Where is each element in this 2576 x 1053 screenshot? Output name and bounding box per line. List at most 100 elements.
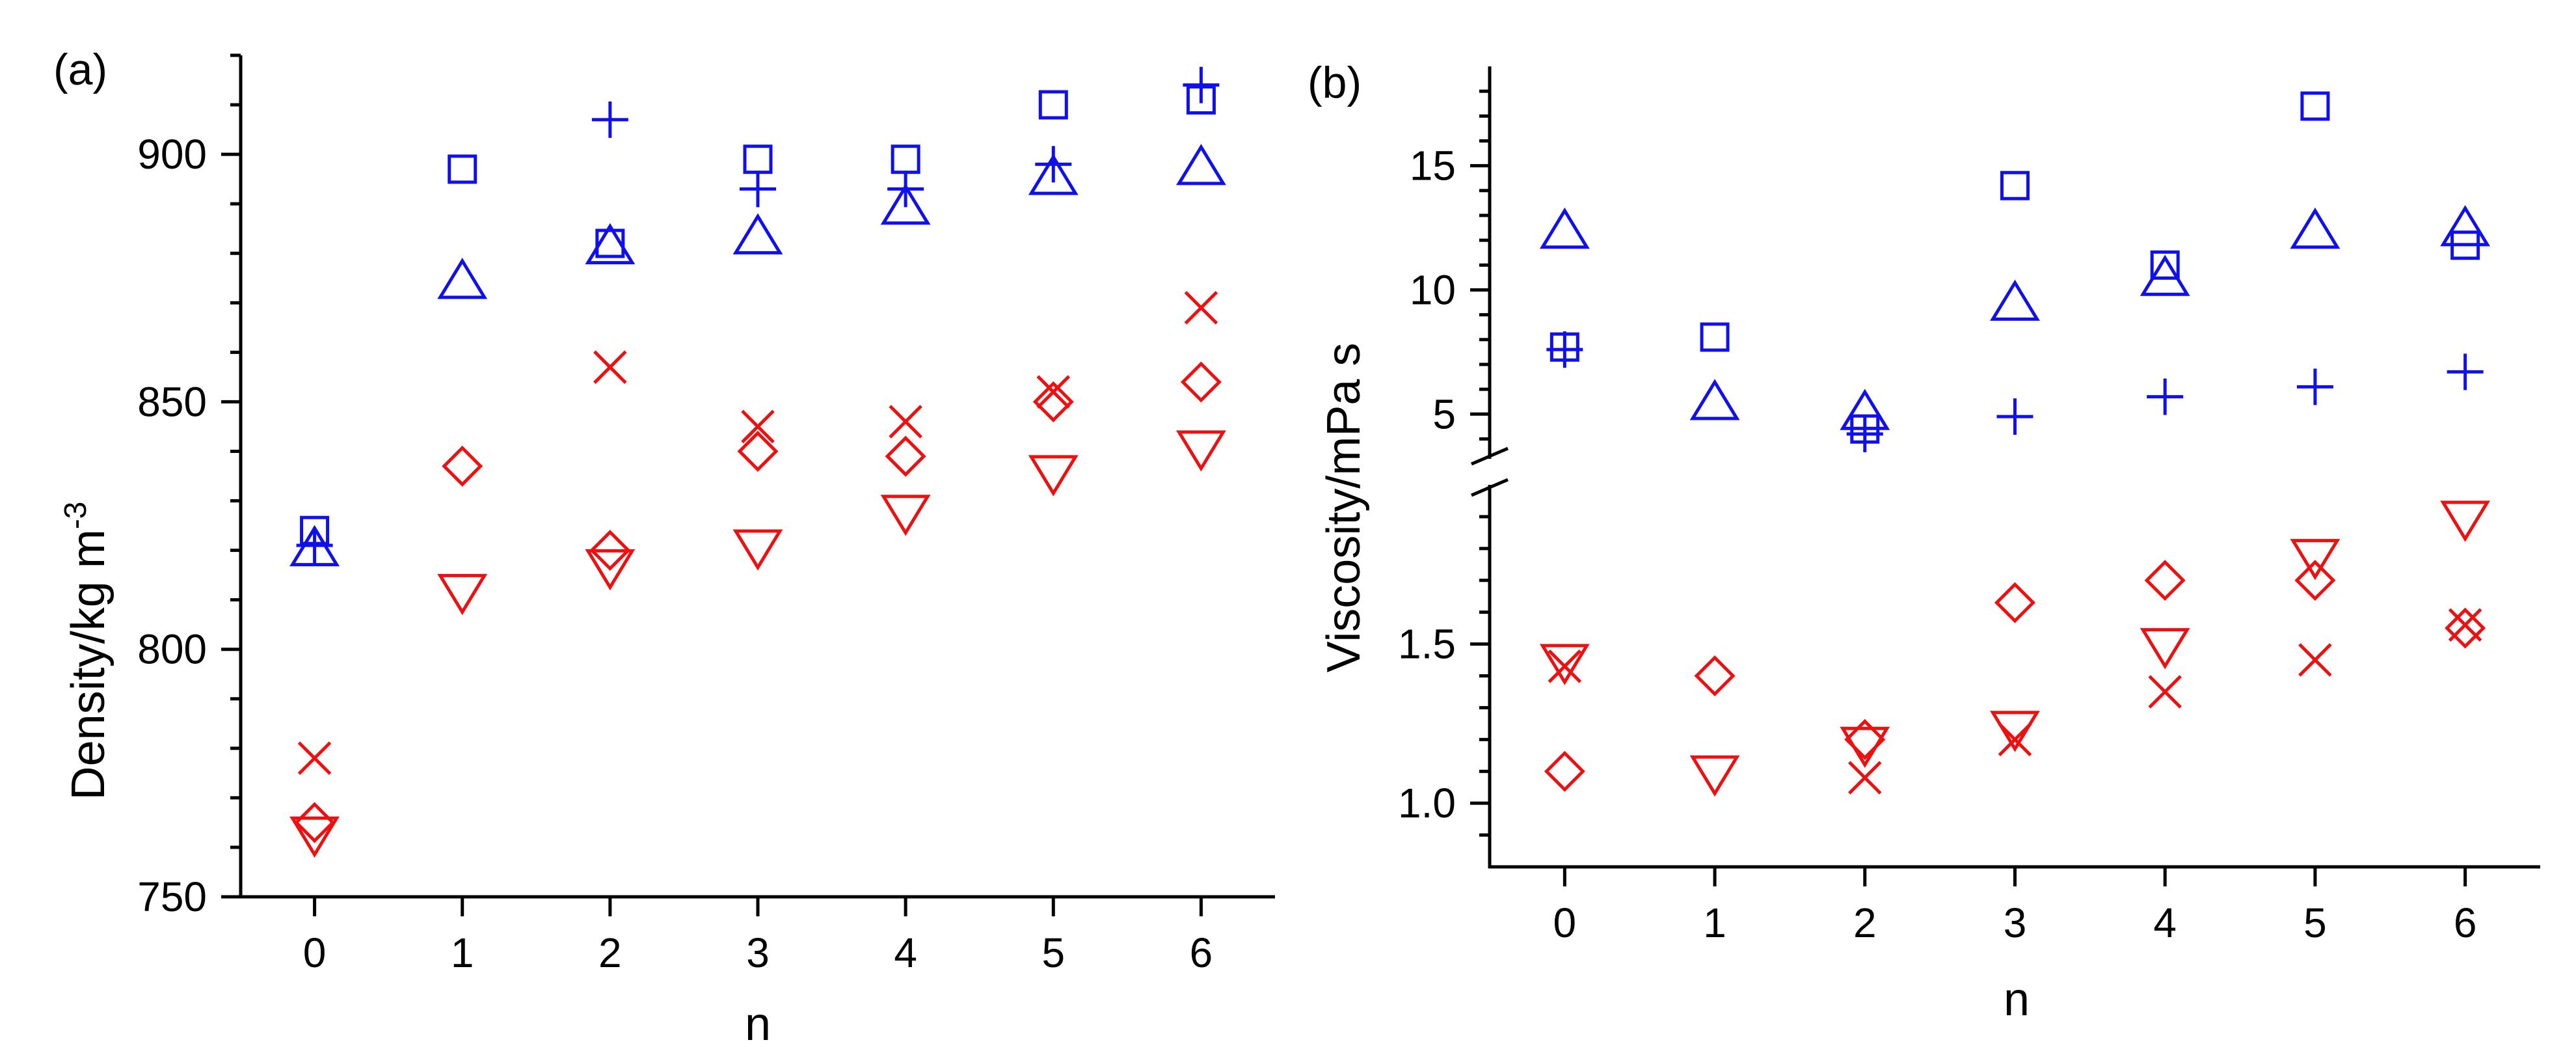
panel-b-x-tick-label: 5 xyxy=(2303,899,2327,946)
panel-b-y-tick-label: 15 xyxy=(1410,143,1456,189)
panel-a-x-tick-label: 6 xyxy=(1190,929,1213,976)
panel-b-point-blue-triangle-up xyxy=(2140,254,2190,296)
panel-a-x-tick-label: 4 xyxy=(894,929,917,976)
panel-a-point-red-triangle-down xyxy=(1175,430,1226,472)
panel-a-point-red-cross xyxy=(889,405,922,439)
panel-a-point-red-triangle-down xyxy=(437,573,488,616)
panel-a-point-red-triangle-down xyxy=(1028,455,1079,497)
panel-b-y-tick-label: 1.5 xyxy=(1398,621,1456,668)
panel-b-points xyxy=(1539,91,2491,797)
panel-b-x-axis-label: n xyxy=(2004,974,2030,1026)
panel-a-point-blue-triangle-up xyxy=(585,223,636,265)
panel-a-x-axis-label: n xyxy=(745,998,771,1050)
panel-b-point-red-diamond xyxy=(2445,607,2486,649)
panel-a-label: (a) xyxy=(53,45,107,94)
panel-b-point-red-diamond xyxy=(1544,750,1585,792)
panel-a-density: (a) 0 1 2 3 4 5 6 750 800 850 900 n Density/kg m-3 xyxy=(53,45,1275,1050)
panel-b-point-blue-plus xyxy=(1546,331,1583,368)
panel-b-viscosity: (b) 0 1 2 3 4 5 6 5 10 15 1.0 1.5 n Viscosity/mPa s xyxy=(1308,58,2540,1026)
panel-b-point-red-triangle-down xyxy=(2140,628,2190,670)
panel-a-point-blue-square xyxy=(743,144,773,174)
panel-b-point-blue-square xyxy=(2000,171,2030,200)
panel-a-y-axis-label: Density/kg m-3 xyxy=(59,502,114,800)
panel-a-point-blue-triangle-up xyxy=(1028,154,1079,195)
panel-b-label: (b) xyxy=(1308,58,1362,107)
panel-a-point-blue-square xyxy=(891,144,920,174)
panel-b-point-red-cross xyxy=(1848,761,1882,795)
panel-a-y-tick-label: 850 xyxy=(137,378,207,425)
panel-a-point-blue-triangle-up xyxy=(880,183,931,225)
panel-a-point-blue-plus xyxy=(591,101,628,138)
panel-a-x-tick-label: 3 xyxy=(746,929,770,976)
panel-b-point-blue-plus xyxy=(2447,353,2484,390)
panel-b-point-red-cross xyxy=(1548,650,1582,683)
panel-a-point-blue-square xyxy=(448,154,477,184)
panel-b-x-tick-label: 3 xyxy=(2004,899,2027,946)
panel-b-point-red-triangle-down xyxy=(1840,726,1890,769)
panel-b-point-blue-square xyxy=(2300,91,2330,121)
panel-a-point-red-triangle-down xyxy=(732,529,783,571)
panel-a-point-red-diamond xyxy=(737,430,779,472)
panel-b-point-blue-triangle-up xyxy=(1539,207,1590,249)
panel-a-point-red-diamond xyxy=(1180,361,1222,403)
panel-b-point-red-triangle-down xyxy=(1990,711,2040,752)
panel-b-y-tick-label: 1.0 xyxy=(1398,780,1456,827)
panel-a-point-blue-triangle-up xyxy=(289,525,340,567)
panel-b-point-blue-plus xyxy=(2296,368,2333,405)
panel-b-x-tick-label: 1 xyxy=(1703,899,1726,946)
panel-b-x-tick-label: 2 xyxy=(1853,899,1877,946)
panel-b-point-blue-plus xyxy=(1996,398,2033,435)
panel-b-y-axis-label: Viscosity/mPa s xyxy=(1318,343,1370,673)
panel-a-x-tick-label: 1 xyxy=(451,929,474,976)
panel-b-point-red-triangle-down xyxy=(1539,644,1590,685)
panel-a-point-blue-plus xyxy=(1035,146,1072,183)
panel-a-point-red-diamond xyxy=(885,435,926,477)
panel-a-point-red-cross xyxy=(741,409,775,444)
panel-a-point-red-triangle-down xyxy=(880,495,931,536)
panel-a-y-axis-label-sup: -3 xyxy=(59,502,93,530)
panel-a-point-red-diamond xyxy=(294,802,336,843)
panel-b-point-blue-plus xyxy=(2147,378,2184,415)
panel-a-x-tick-label: 0 xyxy=(303,929,327,976)
panel-a-point-red-triangle-down xyxy=(585,549,636,591)
panel-a-point-blue-square xyxy=(1038,90,1068,120)
panel-a-point-red-triangle-down xyxy=(289,816,340,858)
panel-a-point-blue-triangle-up xyxy=(1175,144,1226,185)
panel-a-point-blue-square xyxy=(595,228,625,258)
panel-a-y-tick-label: 800 xyxy=(137,626,207,673)
panel-b-y-tick-label: 10 xyxy=(1410,266,1456,313)
panel-b-x-tick-label: 0 xyxy=(1553,899,1577,946)
panel-a-points xyxy=(289,66,1226,858)
panel-a-point-red-diamond xyxy=(442,445,483,487)
panel-b-point-red-diamond xyxy=(1994,582,2036,623)
panel-a-y-tick-label: 900 xyxy=(137,131,207,178)
panel-b-point-blue-triangle-up xyxy=(1840,389,1890,430)
panel-a-point-red-cross xyxy=(297,741,332,775)
panel-a-point-red-cross xyxy=(593,350,627,384)
panel-b-point-red-triangle-down xyxy=(1689,755,1740,797)
panel-b-point-red-diamond xyxy=(1844,718,1886,760)
panel-b-point-red-cross xyxy=(2298,643,2332,677)
panel-a-point-blue-plus xyxy=(740,171,776,208)
panel-b-point-blue-triangle-up xyxy=(2290,207,2341,249)
panel-a-point-red-diamond xyxy=(589,530,631,571)
panel-b-point-blue-square xyxy=(2150,250,2180,280)
panel-b-point-blue-square xyxy=(1700,322,1730,352)
panel-a-x-tick-label: 2 xyxy=(598,929,622,976)
panel-b-point-red-diamond xyxy=(1694,655,1736,697)
panel-a-point-blue-triangle-up xyxy=(732,213,783,254)
panel-b-point-red-diamond xyxy=(2144,560,2186,601)
panel-b-point-blue-triangle-up xyxy=(1990,279,2040,321)
panel-b-point-blue-plus xyxy=(1846,415,1883,452)
panel-b-point-red-triangle-down xyxy=(2440,500,2491,542)
panel-b-point-blue-triangle-up xyxy=(1689,379,1740,420)
panel-b-x-tick-label: 4 xyxy=(2153,899,2177,946)
panel-a-x-tick-label: 5 xyxy=(1041,929,1065,976)
panel-a-point-red-cross xyxy=(1184,291,1218,325)
panel-a-point-blue-triangle-up xyxy=(437,258,488,299)
panel-b-point-blue-triangle-up xyxy=(2440,205,2491,247)
panel-b-ticks: 0 1 2 3 4 5 6 5 10 15 1.0 1.5 xyxy=(1398,89,2477,946)
panel-a-point-blue-plus xyxy=(1183,66,1220,103)
panel-b-x-tick-label: 6 xyxy=(2454,899,2477,946)
